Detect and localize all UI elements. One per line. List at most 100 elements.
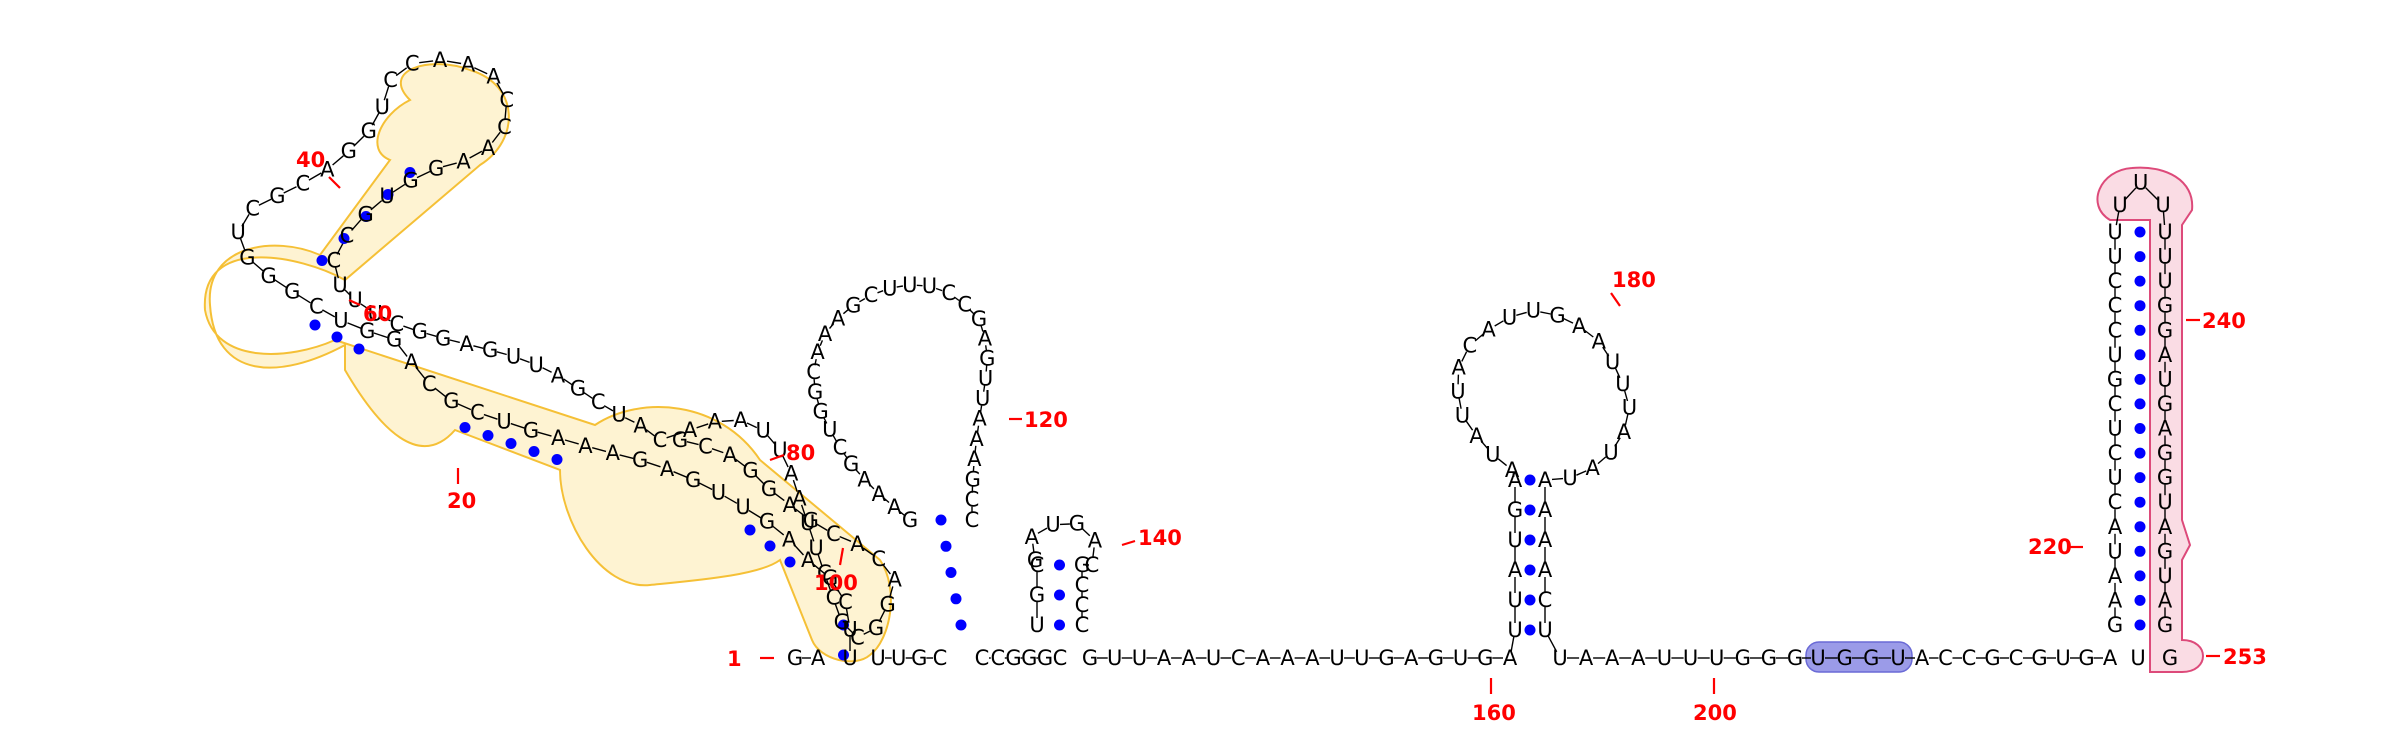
backbone-link [935, 287, 943, 292]
nucleotide-111: U [822, 418, 837, 442]
stem-d-pair [2134, 349, 2146, 361]
backbone-link [1584, 329, 1594, 338]
nucleotide-29: G [261, 264, 277, 288]
backbone-link [474, 67, 488, 75]
nucleotide-77: U [800, 511, 815, 535]
position-label-200: 200 [1693, 701, 1737, 725]
nucleotide-160: U [1329, 646, 1344, 670]
backbone-link [721, 419, 734, 422]
stem-b-pair [1054, 559, 1065, 571]
nucleotide-50: U [379, 184, 394, 208]
nucleotide-187: U [1605, 350, 1620, 374]
nucleotide-78: U [808, 536, 823, 560]
nucleotide-59: G [435, 326, 451, 350]
backbone-link [699, 482, 713, 491]
backbone-link [1551, 477, 1564, 481]
highlighted-domains [203, 63, 2204, 673]
nucleotide-165: U [1453, 646, 1468, 670]
nucleotide-65: G [570, 377, 586, 401]
backbone-link [1497, 458, 1508, 467]
nucleotide-85: A [888, 568, 903, 592]
backbone-link [1032, 543, 1035, 554]
nucleotide-236: C [2108, 294, 2123, 318]
nucleotide-18: G [523, 418, 539, 442]
nucleotide-250: G [2157, 392, 2173, 416]
nucleotide-12: G [685, 468, 701, 492]
nucleotide-135: C [965, 508, 980, 532]
backbone-link [859, 297, 866, 303]
nucleotide-68: A [633, 414, 648, 438]
base-pairs [309, 167, 2146, 661]
nucleotide-245: U [2157, 269, 2172, 293]
nucleotide-207: G [1735, 646, 1751, 670]
position-label-1: 1 [727, 647, 742, 671]
position-label-40: 40 [296, 148, 325, 172]
backbone-link [755, 475, 765, 485]
nucleotide-79: C [817, 561, 832, 585]
nucleotide-23: A [404, 350, 419, 374]
nucleotide-136: C [1053, 646, 1068, 670]
backbone-link [469, 150, 483, 159]
nucleotide-224: A [2108, 588, 2123, 612]
position-label-120: 120 [1024, 408, 1068, 432]
nucleotide-81: G [834, 610, 850, 634]
nucleotide-170: A [1508, 558, 1523, 582]
backbone-link [519, 358, 530, 364]
backbone-link [832, 435, 838, 442]
nucleotide-104: G [1037, 646, 1053, 670]
backbone-link [819, 340, 824, 346]
nucleotide-129: U [975, 387, 990, 411]
backbone-link [504, 106, 507, 120]
nucleotide-75: A [784, 462, 799, 486]
nucleotide-101: C [990, 646, 1005, 670]
nucleotide-259: G [2157, 613, 2173, 637]
backbone-link [442, 162, 457, 168]
backbone-link [491, 131, 501, 143]
nucleotide-230: C [2108, 441, 2123, 465]
nucleotide-94: C [698, 434, 713, 458]
backbone-link [542, 367, 552, 373]
yellow-stem-pair [528, 446, 540, 457]
position-label-20: 20 [447, 489, 476, 513]
backbone-link [446, 60, 462, 65]
position-label-60: 60 [363, 302, 392, 326]
nucleotide-63: U [529, 353, 544, 377]
backbone-link [985, 365, 988, 372]
stem-c-pair [1524, 624, 1536, 636]
backbone-link [360, 303, 370, 311]
nucleotide-199: U [1537, 618, 1552, 642]
yellow-stem-pair [838, 619, 849, 631]
nucleotide-2: A [811, 646, 826, 670]
nucleotide-153: A [1157, 646, 1172, 670]
nucleotide-182: U [1502, 305, 1517, 329]
nucleotide-232: C [2108, 392, 2123, 416]
nucleotide-223: G [2107, 613, 2123, 637]
nucleotide-146: G [1074, 553, 1090, 577]
backbone-link [793, 544, 805, 556]
nucleotide-138: G [1029, 583, 1045, 607]
nucleotide-185: A [1572, 314, 1587, 338]
yellow-stem-pair [353, 343, 365, 355]
backbone-link [1480, 440, 1489, 450]
backbone-link [434, 387, 447, 398]
nucleotide-193: U [1562, 466, 1577, 490]
nucleotide-21: G [443, 389, 459, 413]
nucleotide-144: A [1088, 528, 1103, 552]
nucleotide-179: A [1452, 356, 1467, 380]
nucleotide-260: U [2130, 646, 2145, 670]
backbone-link [645, 429, 655, 437]
backbone-link [381, 315, 391, 322]
nucleotide-145: C [1085, 553, 1100, 577]
backbone-link [746, 422, 758, 429]
backbone-link [583, 392, 593, 399]
backbone-link [816, 398, 820, 405]
nucleotide-226: U [2107, 539, 2122, 563]
nucleotide-174: A [1505, 458, 1520, 482]
nucleotide-62: U [506, 344, 521, 368]
nucleotide-196: A [1538, 528, 1553, 552]
nucleotide-222: A [2103, 646, 2118, 670]
nucleotide-87: A [850, 532, 865, 556]
nucleotide-235: C [2108, 318, 2123, 342]
backbone-link [1081, 527, 1091, 537]
